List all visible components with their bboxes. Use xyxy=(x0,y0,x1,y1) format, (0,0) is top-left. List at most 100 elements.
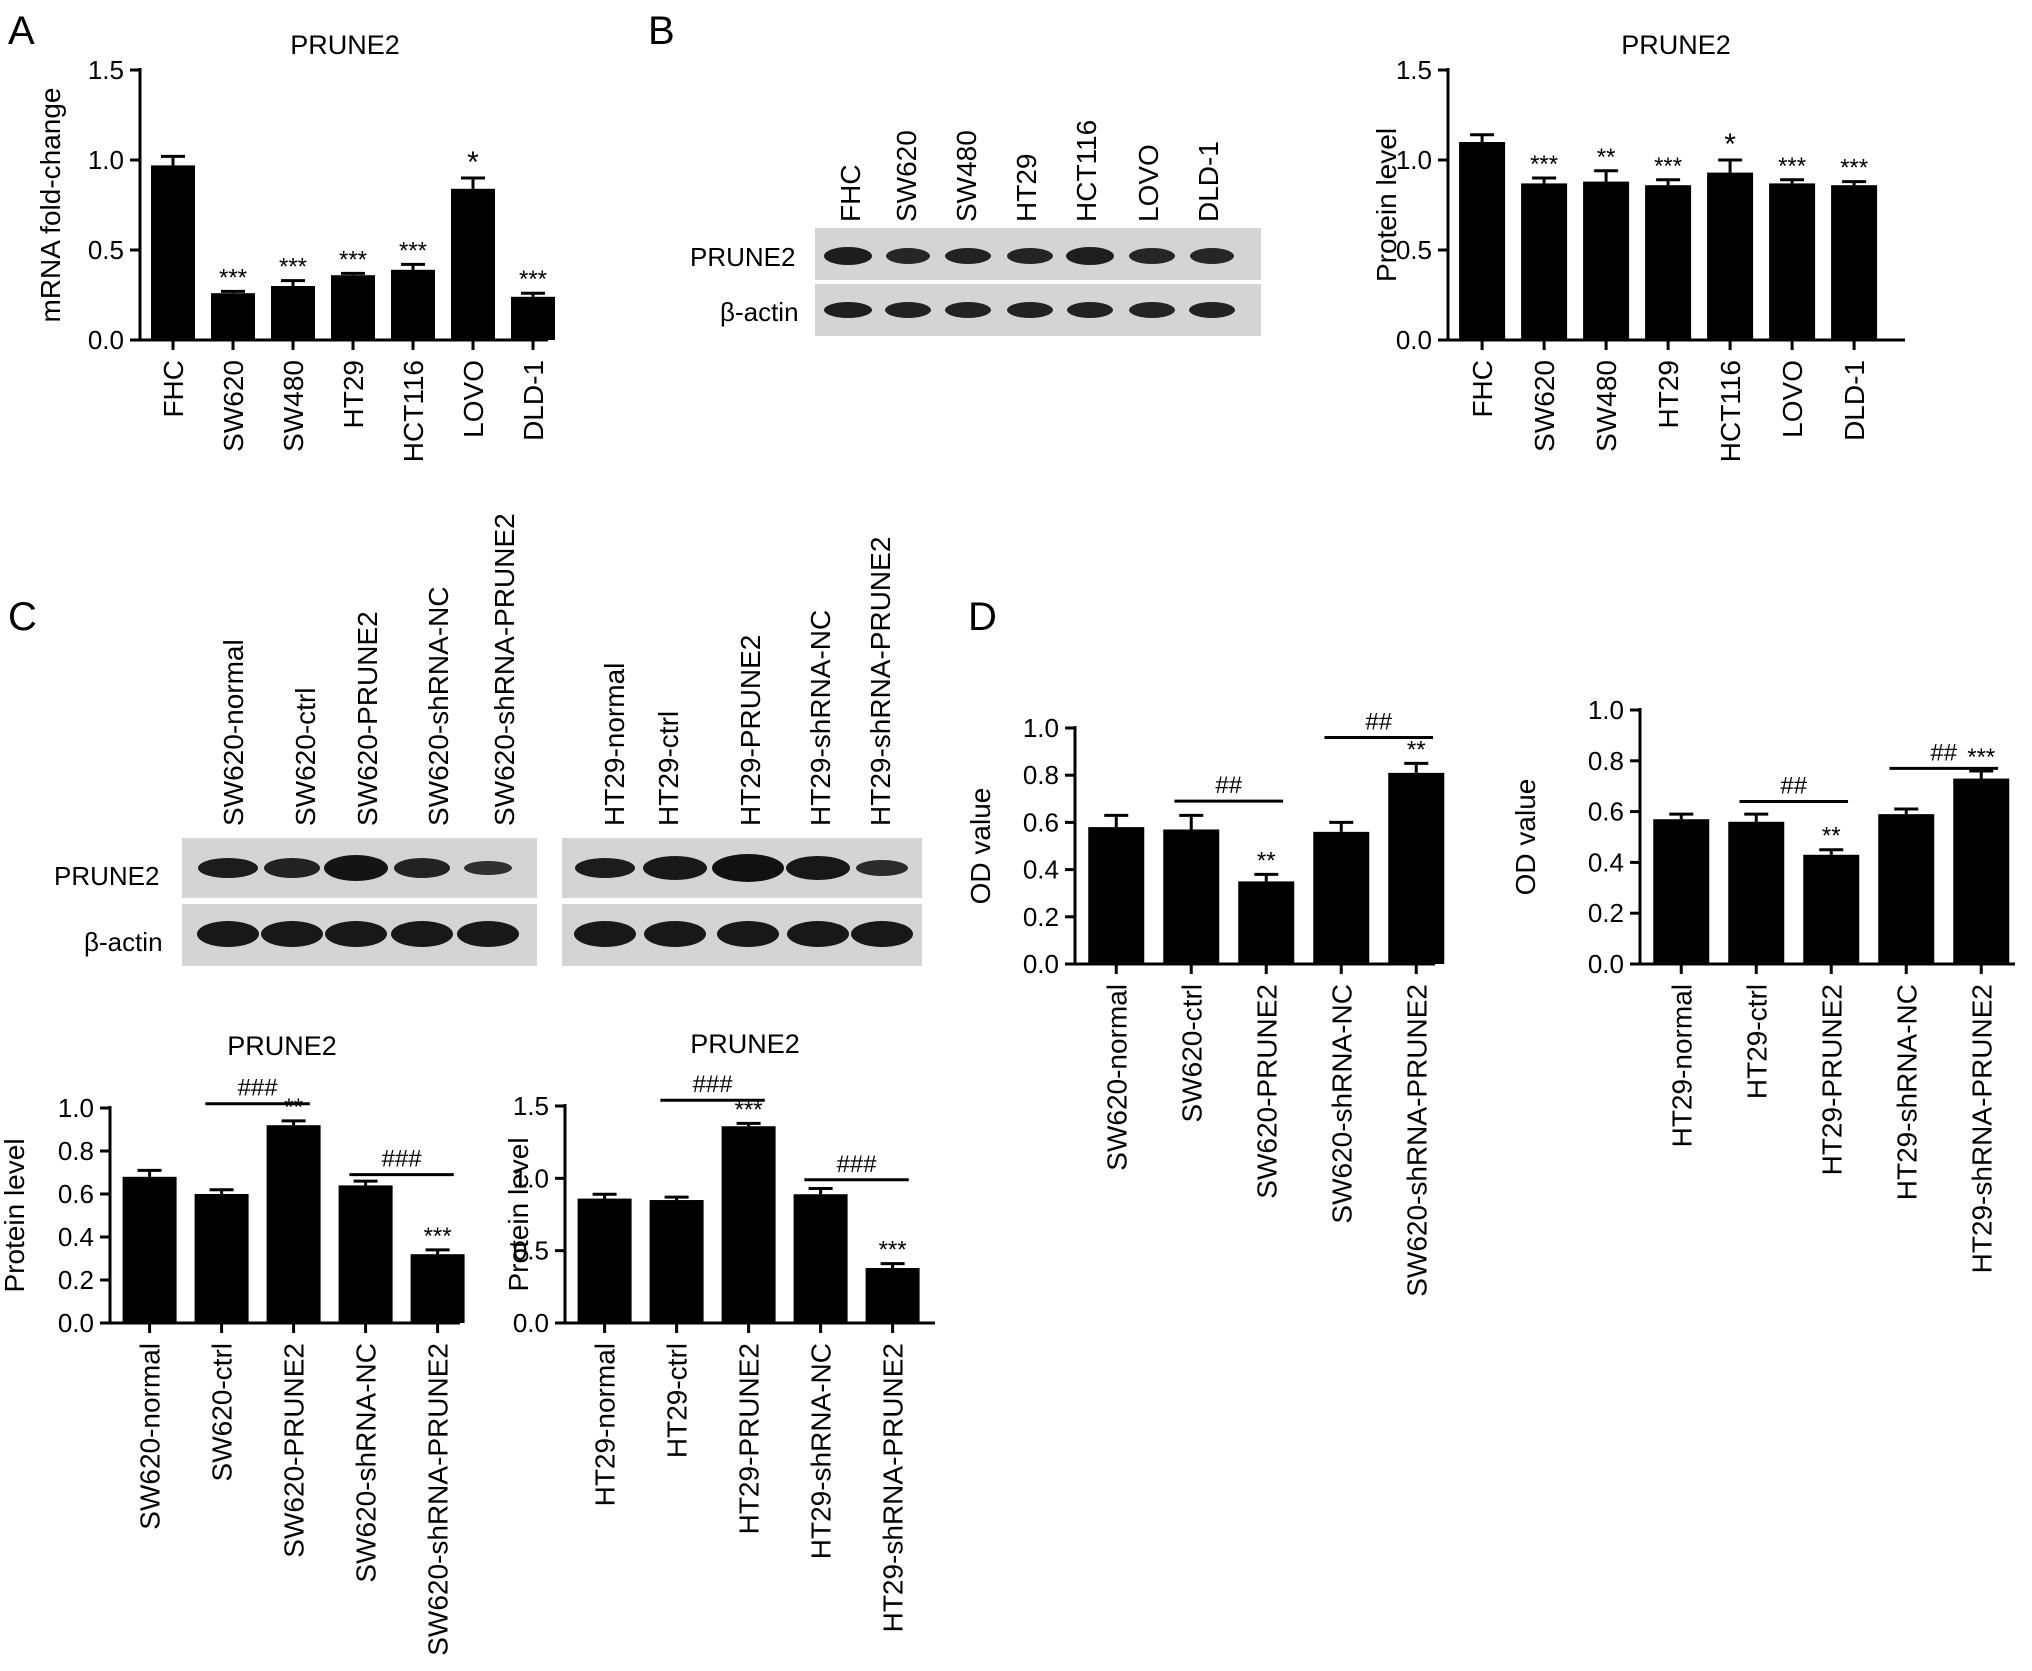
bar xyxy=(511,296,555,340)
significance-label: *** xyxy=(1967,744,1995,771)
x-tick-label: HT29-ctrl xyxy=(1741,984,1772,1099)
blot-band xyxy=(197,921,259,947)
blot-lane-label: SW620-PRUNE2 xyxy=(352,611,383,826)
bar xyxy=(793,1194,848,1323)
y-axis-label: OD value xyxy=(965,788,996,905)
x-tick-label: HT29 xyxy=(338,360,369,428)
bar xyxy=(391,269,435,340)
blot-lane-label: FHC xyxy=(835,164,866,222)
x-tick-label: HT29-PRUNE2 xyxy=(734,1343,765,1534)
blot-band xyxy=(1190,248,1234,264)
x-tick-label: SW620 xyxy=(218,360,249,452)
blot-band xyxy=(264,858,320,878)
significance-label: ** xyxy=(1407,736,1426,763)
x-tick-label: HT29-shRNA-PRUNE2 xyxy=(878,1343,909,1632)
significance-label: *** xyxy=(424,1223,452,1250)
y-tick-label: 0.5 xyxy=(88,235,124,265)
y-tick-label: 0.2 xyxy=(1023,902,1059,932)
bar xyxy=(1521,183,1568,340)
bar-chart-d-sw620: 0.0 0.2 0.4 0.6 0.8 1.0 OD value SW620-normal SW… xyxy=(965,708,1445,1297)
blot-lane-label: LOVO xyxy=(1133,144,1164,222)
blot-lane-label: HT29 xyxy=(1011,154,1042,222)
bar xyxy=(1803,854,1860,964)
y-tick-label: 0.0 xyxy=(1023,949,1059,979)
blot-band xyxy=(464,861,512,875)
y-tick-label: 1.5 xyxy=(88,55,124,85)
blot-lane-label: SW620-shRNA-PRUNE2 xyxy=(489,513,520,826)
bar xyxy=(151,165,195,340)
x-tick-label: LOVO xyxy=(458,360,489,438)
y-tick-label: 1.0 xyxy=(88,145,124,175)
bar xyxy=(1583,181,1630,340)
y-tick-label: 0.0 xyxy=(1396,325,1432,355)
bar xyxy=(1313,831,1370,964)
blot-panel-b: FHC SW620 SW480 HT29 HCT116 LOVO DLD-1 P… xyxy=(690,120,1261,336)
bar xyxy=(1388,772,1445,964)
significance-label: ** xyxy=(284,1094,303,1121)
blot-lane-label: HT29-shRNA-NC xyxy=(805,610,836,826)
x-tick-label: SW620-normal xyxy=(1101,984,1132,1171)
y-axis-label: mRNA fold-change xyxy=(35,87,66,322)
blot-row-label: β-actin xyxy=(84,927,163,957)
x-tick-label: HT29 xyxy=(1653,360,1684,428)
significance-label: ** xyxy=(1822,823,1841,850)
blot-band xyxy=(1007,248,1053,264)
blot-lane-label: HT29-normal xyxy=(599,663,630,826)
blot-band xyxy=(644,921,706,947)
blot-lane-label: SW620-normal xyxy=(218,639,249,826)
bar xyxy=(1769,183,1816,340)
y-tick-label: 0.5 xyxy=(513,1236,549,1266)
panel-label-c: C xyxy=(8,595,37,639)
x-tick-label: HT29-shRNA-NC xyxy=(806,1343,837,1559)
blot-panel-c: SW620-normal SW620-ctrl SW620-PRUNE2 SW6… xyxy=(54,513,922,966)
bar xyxy=(865,1268,920,1323)
blot-row-label: β-actin xyxy=(720,297,799,327)
blot-band xyxy=(325,921,387,947)
significance-label: *** xyxy=(519,266,547,293)
significance-label: *** xyxy=(879,1237,907,1264)
blot-band xyxy=(643,856,707,880)
blot-band xyxy=(324,855,388,881)
bar xyxy=(1238,881,1295,964)
x-tick-label: HT29-normal xyxy=(590,1343,621,1506)
blot-band xyxy=(391,921,453,947)
blot-band xyxy=(856,860,908,876)
y-tick-label: 1.0 xyxy=(513,1163,549,1193)
chart-title: PRUNE2 xyxy=(1621,30,1731,60)
blot-band xyxy=(885,302,931,318)
blot-lane-label: SW620-shRNA-NC xyxy=(423,586,454,826)
x-tick-label: HT29-PRUNE2 xyxy=(1816,984,1847,1175)
blot-lane-label: HT29-ctrl xyxy=(653,711,684,826)
significance-label: *** xyxy=(1530,151,1558,178)
y-tick-label: 0.0 xyxy=(58,1308,94,1338)
x-tick-label: FHC xyxy=(158,360,189,418)
y-tick-label: 1.0 xyxy=(1023,713,1059,743)
y-tick-label: 0.0 xyxy=(1588,949,1624,979)
x-tick-label: SW620-ctrl xyxy=(1176,984,1207,1122)
blot-lane-label: HT29-PRUNE2 xyxy=(735,635,766,826)
comparison-label: ## xyxy=(1930,739,1957,766)
blot-band xyxy=(394,858,450,878)
significance-label: *** xyxy=(399,237,427,264)
bar xyxy=(122,1176,177,1323)
x-tick-label: SW620-ctrl xyxy=(207,1343,238,1481)
bar xyxy=(1088,827,1145,964)
blot-band xyxy=(1129,248,1175,264)
significance-label: ** xyxy=(1597,144,1616,171)
significance-label: *** xyxy=(1840,155,1868,182)
y-tick-label: 0.6 xyxy=(58,1179,94,1209)
x-tick-label: HCT116 xyxy=(398,360,429,462)
x-tick-label: SW620 xyxy=(1529,360,1560,452)
blot-band xyxy=(575,858,635,878)
bar xyxy=(1163,829,1220,964)
significance-label: *** xyxy=(339,246,367,273)
bar xyxy=(1728,821,1785,964)
bar xyxy=(211,293,255,340)
x-tick-label: SW620-shRNA-PRUNE2 xyxy=(423,1343,454,1656)
bar-chart-d-ht29: 0.0 0.2 0.4 0.6 0.8 1.0 OD value HT29-normal HT2… xyxy=(1510,695,2015,1273)
comparison-label: ### xyxy=(693,1071,734,1098)
y-axis-label: Protein level xyxy=(0,1138,30,1292)
significance-label: *** xyxy=(1778,153,1806,180)
significance-label: ** xyxy=(1257,847,1276,874)
